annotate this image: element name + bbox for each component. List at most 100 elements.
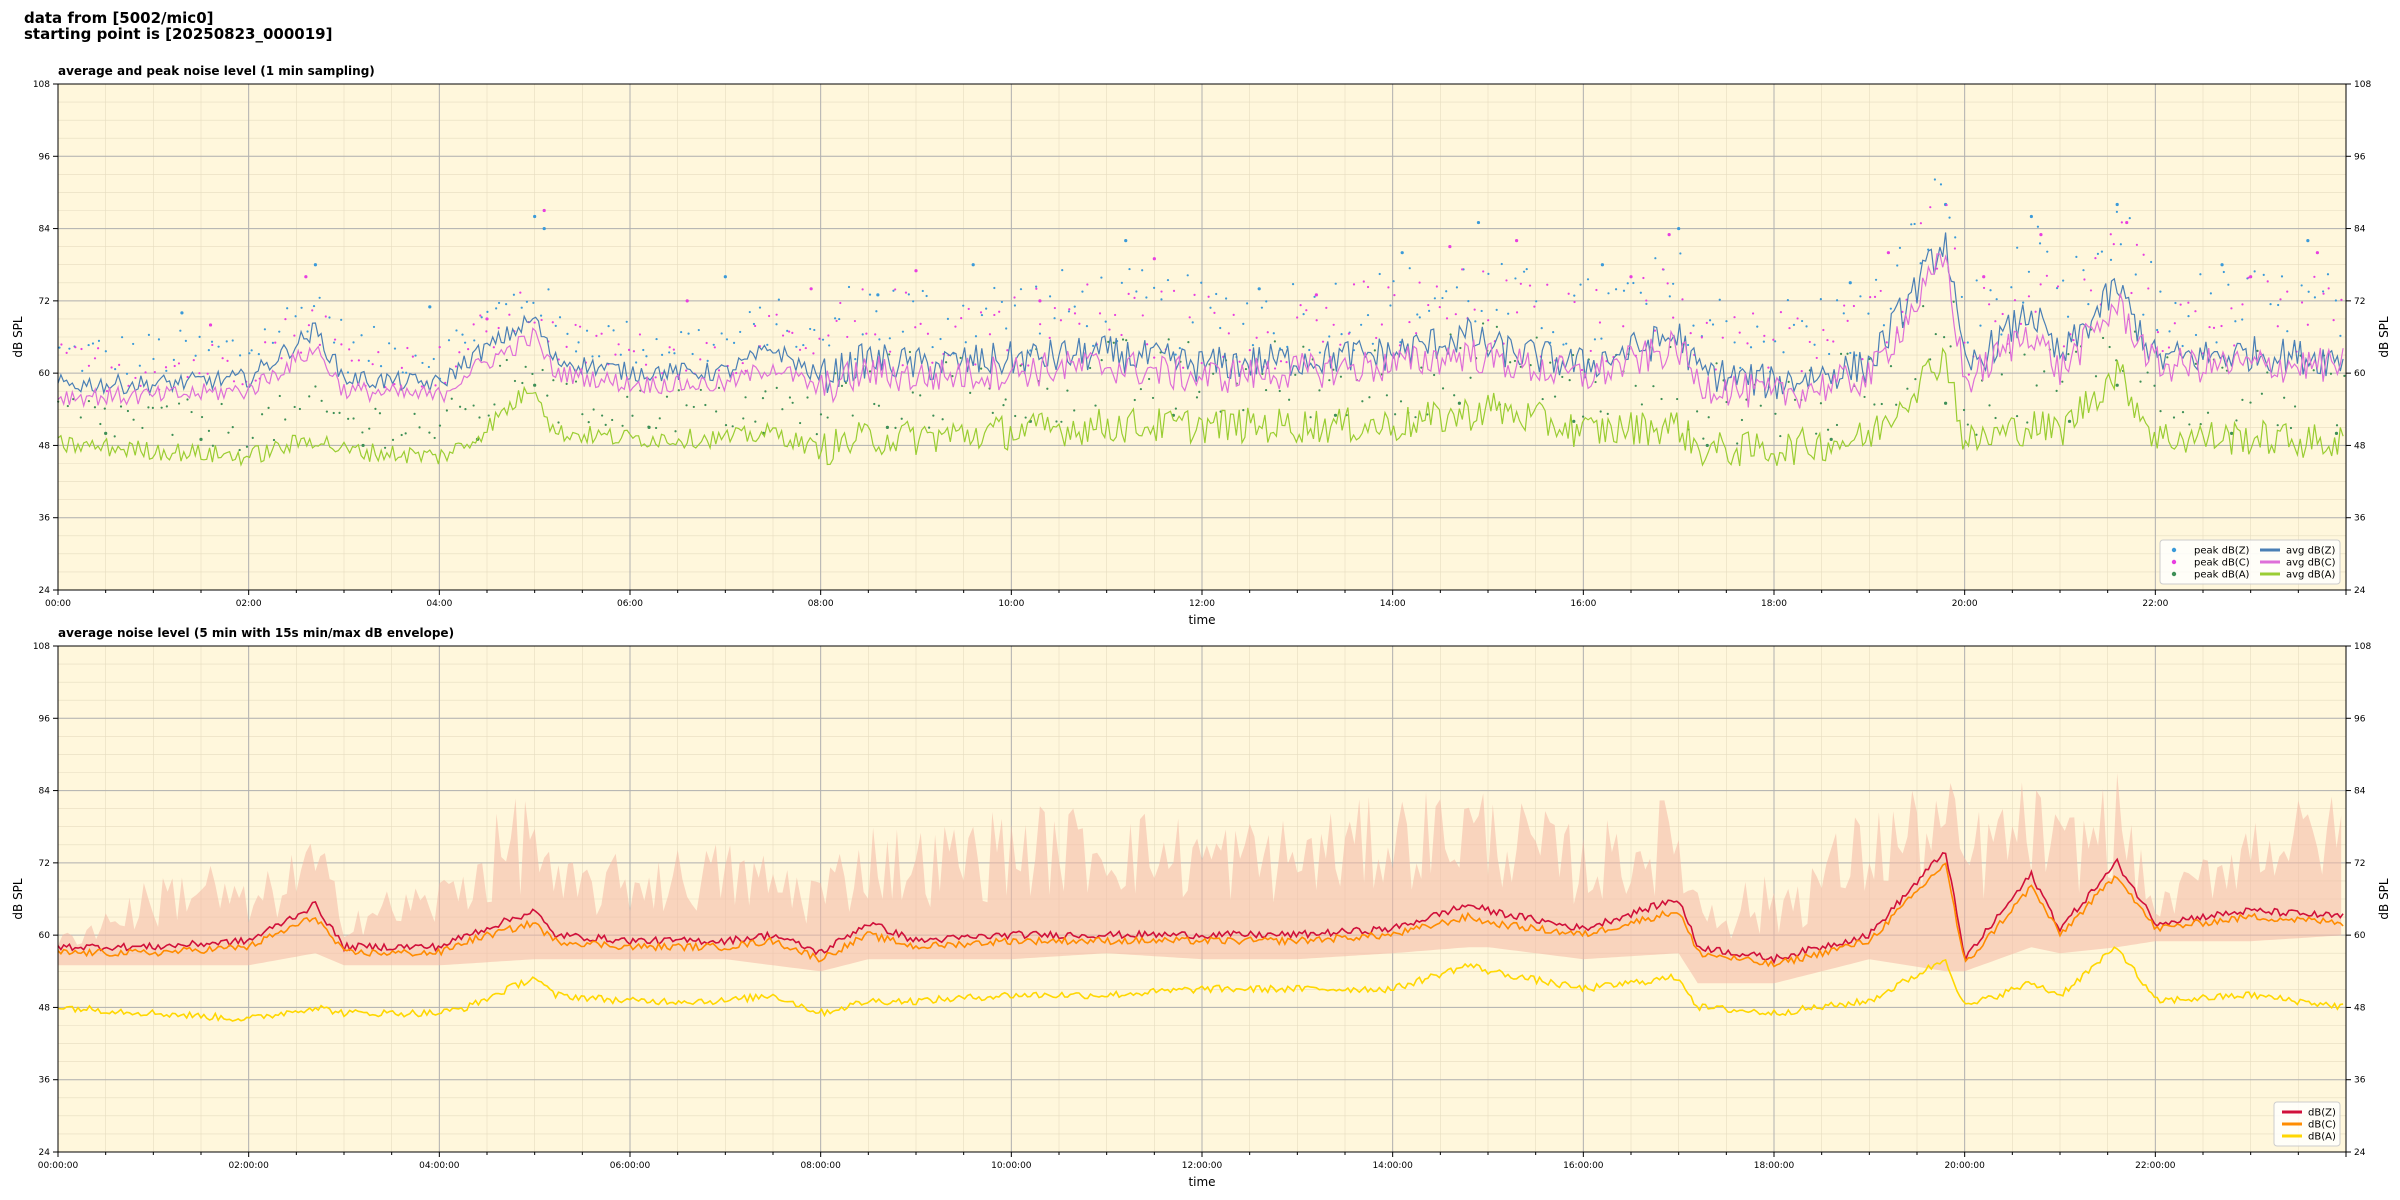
- peak-point: [1589, 349, 1592, 353]
- peak-point: [2260, 392, 2263, 395]
- peak-point: [1988, 404, 1991, 407]
- peak-point: [1944, 401, 1948, 405]
- line-series-avg-db-z-: [57, 232, 2344, 400]
- peak-point: [806, 396, 809, 399]
- peak-point: [461, 333, 464, 336]
- peak-point: [505, 303, 508, 306]
- peak-point: [1861, 357, 1864, 361]
- y-tick-label-right: 96: [2354, 714, 2366, 724]
- peak-point: [962, 304, 965, 307]
- peak-point: [1681, 298, 1684, 301]
- peak-point: [1774, 412, 1777, 415]
- peak-point: [547, 288, 550, 291]
- peak-point: [1533, 305, 1536, 308]
- peak-point: [1153, 286, 1156, 289]
- peak-point: [888, 353, 891, 356]
- peak-point: [725, 338, 729, 341]
- peak-point: [1529, 363, 1532, 367]
- y-tick-label-right: 36: [2354, 514, 2366, 524]
- peak-point: [2289, 426, 2293, 430]
- peak-point: [413, 412, 416, 416]
- peak-point: [731, 425, 734, 428]
- peak-point: [2067, 352, 2070, 356]
- peak-point: [1178, 347, 1181, 350]
- peak-point: [1711, 323, 1715, 326]
- peak-point: [697, 328, 700, 332]
- chart-2: 24 24 36 36 48 48 60 60 72 72 84 84 96 96 108 108 00:00:…: [11, 626, 2391, 1189]
- x-tick-label: 04:00: [426, 599, 452, 609]
- peak-point: [2139, 380, 2142, 383]
- peak-point: [512, 293, 515, 296]
- peak-point: [428, 431, 431, 434]
- peak-point: [788, 396, 792, 399]
- peak-point: [974, 363, 977, 366]
- peak-point: [699, 388, 702, 392]
- peak-point: [1191, 321, 1194, 324]
- peak-point: [1375, 336, 1378, 340]
- peak-point: [1461, 268, 1464, 271]
- peak-point: [2230, 431, 2234, 435]
- x-tick-label: 16:00:00: [1563, 1161, 1604, 1171]
- peak-point: [421, 361, 424, 365]
- peak-point: [1285, 361, 1288, 364]
- peak-point: [1714, 368, 1717, 371]
- peak-point: [1333, 413, 1338, 417]
- peak-point: [672, 348, 675, 351]
- peak-point: [2300, 284, 2303, 287]
- peak-point: [1632, 281, 1635, 285]
- peak-point: [1420, 366, 1423, 369]
- peak-point: [799, 421, 802, 425]
- peak-point: [2194, 310, 2197, 313]
- peak-point: [1481, 322, 1485, 325]
- x-tick-label: 06:00: [617, 599, 643, 609]
- peak-point: [566, 332, 569, 335]
- peak-point: [1606, 412, 1609, 415]
- peak-point: [925, 294, 928, 298]
- peak-point: [2262, 273, 2265, 276]
- peak-point: [467, 348, 470, 351]
- peak-point: [2130, 291, 2133, 295]
- peak-point: [221, 357, 224, 360]
- peak-point: [525, 300, 529, 303]
- peak-point: [2039, 283, 2042, 286]
- peak-point: [206, 372, 209, 375]
- peak-point: [732, 341, 736, 344]
- peak-point: [272, 438, 276, 442]
- x-tick-label: 12:00:00: [1182, 1161, 1223, 1171]
- peak-point: [1895, 403, 1898, 406]
- peak-point: [1849, 351, 1852, 355]
- peak-point: [1642, 276, 1645, 280]
- peak-point: [775, 323, 778, 326]
- peak-point: [458, 351, 461, 354]
- peak-point: [68, 347, 71, 350]
- peak-point: [1599, 410, 1602, 413]
- peak-point: [2168, 330, 2171, 333]
- peak-point: [1339, 375, 1343, 378]
- peak-point: [1721, 336, 1724, 339]
- peak-point: [908, 350, 912, 354]
- y-tick-label: 108: [33, 80, 50, 90]
- peak-point: [2230, 307, 2233, 310]
- peak-point: [919, 394, 922, 397]
- y-tick-label: 72: [39, 859, 50, 869]
- peak-point: [877, 404, 881, 407]
- x-tick-label: 02:00: [236, 599, 262, 609]
- peak-point: [1445, 317, 1449, 320]
- peak-point: [81, 369, 84, 372]
- peak-point: [1046, 387, 1049, 390]
- peak-point: [1962, 408, 1966, 412]
- peak-point: [1053, 306, 1056, 310]
- peak-point: [1562, 343, 1565, 346]
- peak-point: [286, 307, 289, 310]
- peak-point: [971, 263, 975, 267]
- x-tick-label: 00:00: [45, 599, 71, 609]
- peak-point: [1219, 410, 1222, 413]
- peak-point: [434, 384, 437, 387]
- peak-point: [1995, 298, 1998, 301]
- peak-point: [1672, 282, 1675, 285]
- y-tick-label-right: 36: [2354, 1076, 2366, 1086]
- peak-point: [1787, 380, 1790, 384]
- peak-point: [1482, 270, 1485, 273]
- y-tick-label-right: 84: [2354, 225, 2366, 235]
- peak-point: [455, 329, 458, 332]
